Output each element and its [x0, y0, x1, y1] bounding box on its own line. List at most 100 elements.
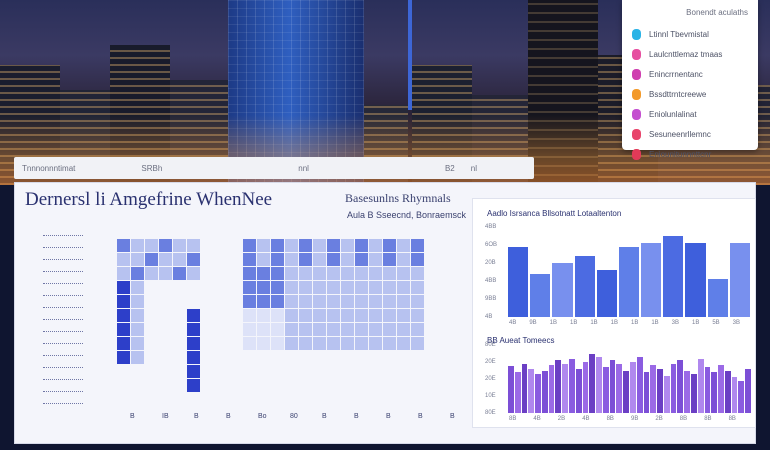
heatmap-cell	[313, 295, 326, 308]
heatmap-cell	[299, 253, 312, 266]
heatmap-cell	[117, 239, 130, 252]
legend-item: Eniounitunnnttcnr	[632, 144, 748, 164]
dashboard-sub-caption: Aula B Sseecnd, Bonraemsck	[347, 210, 467, 220]
chart-bar	[535, 373, 541, 413]
legend-dot-icon	[632, 128, 641, 140]
heatmap-cell	[285, 309, 298, 322]
heatmap-cell	[187, 239, 200, 252]
chart-bar	[589, 353, 596, 413]
chart-bar	[609, 360, 616, 413]
heatmap-cell	[341, 295, 354, 308]
heatmap-cell	[341, 323, 354, 336]
y-tick-label: 6OB	[485, 242, 498, 248]
heatmap-cell	[117, 323, 130, 336]
heatmap-cell	[173, 253, 186, 266]
heatmap-cell	[243, 309, 256, 322]
heatmap-cell	[411, 281, 424, 294]
heatmap-cell	[411, 253, 424, 266]
heatmap-cell	[299, 295, 312, 308]
chart-bar	[738, 380, 745, 413]
heatmap-cell	[355, 281, 368, 294]
heatmap-cell	[159, 239, 172, 252]
y-tick-label: 20E	[485, 376, 496, 382]
heatmap-cell	[145, 253, 158, 266]
legend-dot-icon	[632, 148, 641, 160]
heatmap-row-labels	[37, 223, 89, 413]
chart-bar	[602, 367, 609, 413]
heatmap-cell	[271, 239, 284, 252]
y-tick-label: 20E	[485, 359, 496, 365]
heatmap-cell	[313, 281, 326, 294]
heatmap-row-label	[43, 259, 83, 263]
heatmap-cell	[285, 295, 298, 308]
heatmap-cell	[257, 323, 270, 336]
heatmap-cell	[131, 309, 144, 322]
bottom-chart-title: BB Aueat Tomeecs	[487, 336, 555, 345]
x-tick-label: 1B	[692, 320, 700, 326]
chart-bar	[552, 263, 573, 317]
heatmap-cell	[187, 323, 200, 336]
chart-bar	[574, 256, 595, 317]
heatmap-row-label	[43, 247, 83, 251]
x-tick-label: 1B	[590, 320, 598, 326]
chart-bar	[707, 278, 728, 317]
heatmap-axis-tick: B	[354, 413, 359, 420]
heatmap-cell	[299, 309, 312, 322]
heatmap-cell	[271, 253, 284, 266]
heatmap-cell	[187, 351, 200, 364]
legend-item: Laulcnttlemaz tmaas	[632, 44, 748, 64]
heatmap-cell	[187, 267, 200, 280]
heatmap-cell	[285, 253, 298, 266]
heatmap-cell	[355, 337, 368, 350]
charts-card: Aadlo Isrsanca Bllsotnatt Lotaaltenton B…	[472, 198, 756, 428]
chart-bar	[718, 365, 724, 413]
chart-bar	[575, 368, 582, 413]
heatmap-row-label	[43, 295, 83, 299]
chart-bar	[548, 365, 555, 413]
caption-item: Tnnnonnntimat	[22, 163, 76, 173]
x-tick-label: 4B	[533, 416, 541, 422]
y-tick-label: 9BB	[485, 296, 497, 302]
legend-item: Eniolunlalinat	[632, 104, 748, 124]
heatmap-cell	[117, 309, 130, 322]
y-tick-label: 80E	[485, 410, 496, 416]
heatmap-cell	[285, 323, 298, 336]
heatmap-cell	[383, 281, 396, 294]
heatmap-row-label	[43, 319, 83, 323]
heatmap-cell	[243, 295, 256, 308]
caption-item: SRBh	[141, 163, 163, 173]
heatmap-cell	[131, 239, 144, 252]
y-tick-label: 10E	[485, 393, 496, 399]
heatmap-axis-tick: B	[450, 413, 455, 420]
heatmap-cell	[187, 337, 200, 350]
heatmap-cell	[131, 267, 144, 280]
heatmap-cell	[257, 337, 270, 350]
x-tick-label: 5B	[712, 320, 720, 326]
heatmap-cell	[271, 323, 284, 336]
y-tick-label: 80E	[485, 342, 496, 348]
heatmap-cell	[327, 323, 340, 336]
x-tick-label: 3B	[732, 320, 740, 326]
heatmap-cell	[299, 281, 312, 294]
chart-bar	[643, 372, 650, 413]
heatmap-row-label	[43, 403, 83, 407]
chart-bar	[663, 375, 670, 413]
x-tick-label: 1B	[570, 320, 578, 326]
caption-item: nl	[470, 163, 477, 173]
legend-item: Sesuneenrllemnc	[632, 124, 748, 144]
x-tick-label: 1B	[651, 320, 659, 326]
heatmap-axis-tick: B	[386, 413, 391, 420]
legend-item: Enincrrnentanc	[632, 64, 748, 84]
heatmap-row-label	[43, 355, 83, 359]
chart-bar	[657, 368, 663, 413]
heatmap-cell	[173, 267, 186, 280]
heatmap-cell	[131, 295, 144, 308]
heatmap-cell	[271, 337, 284, 350]
chart-bar	[582, 362, 589, 413]
legend-label: Sesuneenrllemnc	[649, 129, 711, 139]
chart-bar	[623, 370, 629, 413]
heatmap-cell	[187, 365, 200, 378]
heatmap-cell	[397, 267, 410, 280]
heatmap	[37, 223, 467, 413]
